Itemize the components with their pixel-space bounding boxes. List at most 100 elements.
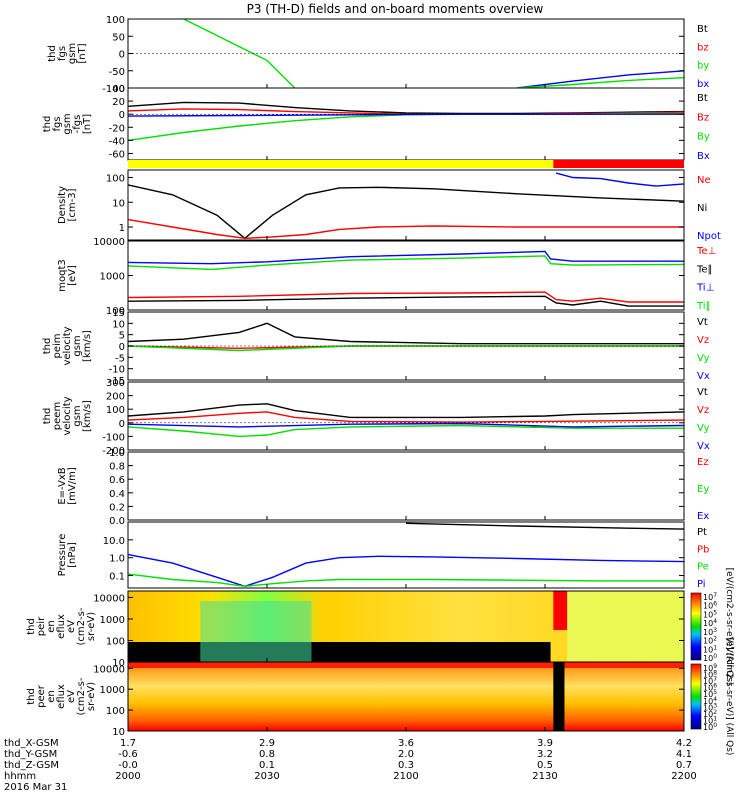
spectrogram bbox=[128, 591, 684, 662]
legend-entry: Pb bbox=[697, 544, 709, 555]
y-tick-label: 0.1 bbox=[109, 572, 125, 583]
y-tick-label: 300 bbox=[106, 378, 125, 389]
y-tick-label: 100 bbox=[106, 306, 125, 317]
series-Ni bbox=[128, 184, 684, 240]
colorbar-tick-label: 107 bbox=[703, 592, 717, 602]
y-ticks: 1.0 0.8 0.6 0.4 0.2 0.0 bbox=[109, 448, 684, 527]
series-Vt bbox=[128, 403, 684, 419]
series-Ti∥ bbox=[128, 255, 684, 271]
colorbar-tick-label: 100 bbox=[703, 653, 717, 663]
colorbar bbox=[690, 663, 702, 730]
legend-entry: Ni bbox=[697, 203, 707, 214]
series-Ne bbox=[128, 218, 684, 240]
x-column-value: 3.6 bbox=[398, 738, 414, 749]
y-tick-label: 0 bbox=[119, 419, 125, 430]
panel-8: Pt Pb Pe Pi 10.0 1.0 0.1 Pressure [nPa] bbox=[57, 521, 709, 590]
legend: Vt Vz Vy Vx bbox=[697, 317, 710, 382]
y-tick-label: 0.6 bbox=[109, 475, 125, 486]
mode-bar-segment bbox=[128, 160, 554, 168]
panel-frame bbox=[127, 87, 685, 161]
y-axis-label-line: gsm bbox=[72, 335, 83, 356]
series-Pi bbox=[128, 553, 684, 588]
y-axis-label: thd peim velocity gsm [km/s] bbox=[42, 326, 93, 365]
y-axis-label-line: -fgs bbox=[72, 115, 83, 134]
y-axis-label: thd peir en eflux eV (cm2-s-sr-eV) bbox=[26, 607, 97, 645]
series-Pe bbox=[128, 573, 684, 588]
legend-entry: Npot bbox=[697, 231, 721, 242]
legend-entry: Vt bbox=[697, 387, 708, 398]
y-tick-label: 100 bbox=[106, 636, 125, 647]
series-by2 bbox=[517, 77, 684, 88]
y-tick-label: 1000 bbox=[100, 272, 125, 283]
y-axis-label: thd fgs gsm [nT] bbox=[47, 43, 88, 64]
y-tick-label: 20 bbox=[112, 97, 125, 108]
y-axis-label-line: (cm2-s- bbox=[76, 677, 87, 715]
y-axis-label-line: velocity bbox=[62, 396, 73, 435]
panel-frame bbox=[127, 451, 685, 521]
legend-entry: Bz bbox=[697, 112, 709, 123]
y-ticks: 300 200 100 0 -100 -200 bbox=[102, 378, 684, 457]
series-Bt bbox=[128, 101, 684, 115]
y-tick-label: 1000 bbox=[100, 615, 125, 626]
legend-entry: bz bbox=[697, 42, 709, 53]
colorbar-tick-label: 106 bbox=[703, 683, 717, 693]
legend-entry: Vz bbox=[697, 335, 709, 346]
y-tick-label: -10 bbox=[109, 365, 125, 376]
y-tick-label: 0 bbox=[119, 110, 125, 121]
y-tick-label: 100 bbox=[106, 15, 125, 26]
legend-entry: Bx bbox=[697, 151, 710, 162]
series-by bbox=[183, 19, 296, 88]
y-axis-label-line: [km/s] bbox=[82, 400, 93, 432]
y-axis-label-line: [nT] bbox=[77, 43, 88, 63]
y-axis-label-line: [nPa] bbox=[67, 542, 78, 568]
colorbar-tick-label: 104 bbox=[703, 696, 717, 706]
x-column-value: 0.7 bbox=[676, 760, 692, 771]
y-tick-label: 0.2 bbox=[109, 502, 125, 513]
y-axis-label-line: thd bbox=[42, 338, 53, 355]
y-axis-label: E=-VxB [mV/m] bbox=[57, 467, 78, 505]
y-tick-label: 200 bbox=[106, 392, 125, 403]
y-tick-label: 1 bbox=[119, 223, 125, 234]
y-tick-label: -100 bbox=[102, 84, 125, 95]
spectrogram-lowflux bbox=[128, 642, 551, 662]
panel-7: Ez Ey Ex 1.0 0.8 0.6 0.4 0.2 0.0 E=-VxB [mV/m] bbox=[57, 448, 709, 527]
panel-0: Bt bz by bx 100 50 0 -50 -100 thd fgs gsm [nT] bbox=[47, 15, 709, 95]
y-axis-label-line: fgs bbox=[52, 116, 63, 131]
y-tick-label: 5 bbox=[119, 331, 125, 342]
panel-3: Ne Ni Npot 100 10 1 Density [cm-3] bbox=[57, 169, 721, 242]
x-column-value: 3.9 bbox=[537, 738, 553, 749]
y-axis-label-line: thd bbox=[47, 45, 58, 62]
y-axis-label: Density [cm-3] bbox=[57, 186, 78, 224]
colorbar-label: [eV/(cm2-s-sr-eV)] (All Qs) bbox=[724, 568, 734, 686]
y-tick-label: 10000 bbox=[93, 237, 125, 248]
y-ticks: 10000 1000 100 10 bbox=[93, 664, 684, 738]
y-axis-label-line: gsm bbox=[67, 43, 78, 64]
y-tick-label: 100 bbox=[106, 405, 125, 416]
spectrogram-band bbox=[128, 662, 684, 668]
y-tick-label: 1000 bbox=[100, 685, 125, 696]
legend-entry: Bt bbox=[697, 24, 708, 35]
spectrogram-gap bbox=[553, 662, 565, 731]
y-ticks: 10.0 1.0 0.1 bbox=[103, 536, 684, 583]
x-column-value: 0.1 bbox=[259, 760, 275, 771]
y-axis-label-line: peer bbox=[36, 684, 47, 708]
legend-entry: Pi bbox=[697, 579, 706, 590]
y-axis-label-line: eflux bbox=[56, 684, 67, 709]
y-axis-label: Pressure [nPa] bbox=[57, 534, 78, 577]
y-tick-label: 0 bbox=[119, 50, 125, 61]
legend: Te⊥ Te∥ Ti⊥ Ti∥ bbox=[696, 246, 716, 312]
y-axis-label-line: peim bbox=[52, 333, 63, 358]
x-column-value: 4.1 bbox=[676, 749, 692, 760]
y-tick-label: 10 bbox=[112, 319, 125, 330]
x-row-label: thd_Z-GSM bbox=[4, 760, 59, 771]
series-Vt bbox=[128, 322, 684, 345]
series-Vx bbox=[128, 422, 684, 428]
y-axis-label-line: Density bbox=[57, 186, 68, 224]
y-axis-label-line: thd bbox=[42, 116, 53, 133]
y-tick-label: 10 bbox=[112, 658, 125, 669]
y-tick-label: 100 bbox=[106, 173, 125, 184]
